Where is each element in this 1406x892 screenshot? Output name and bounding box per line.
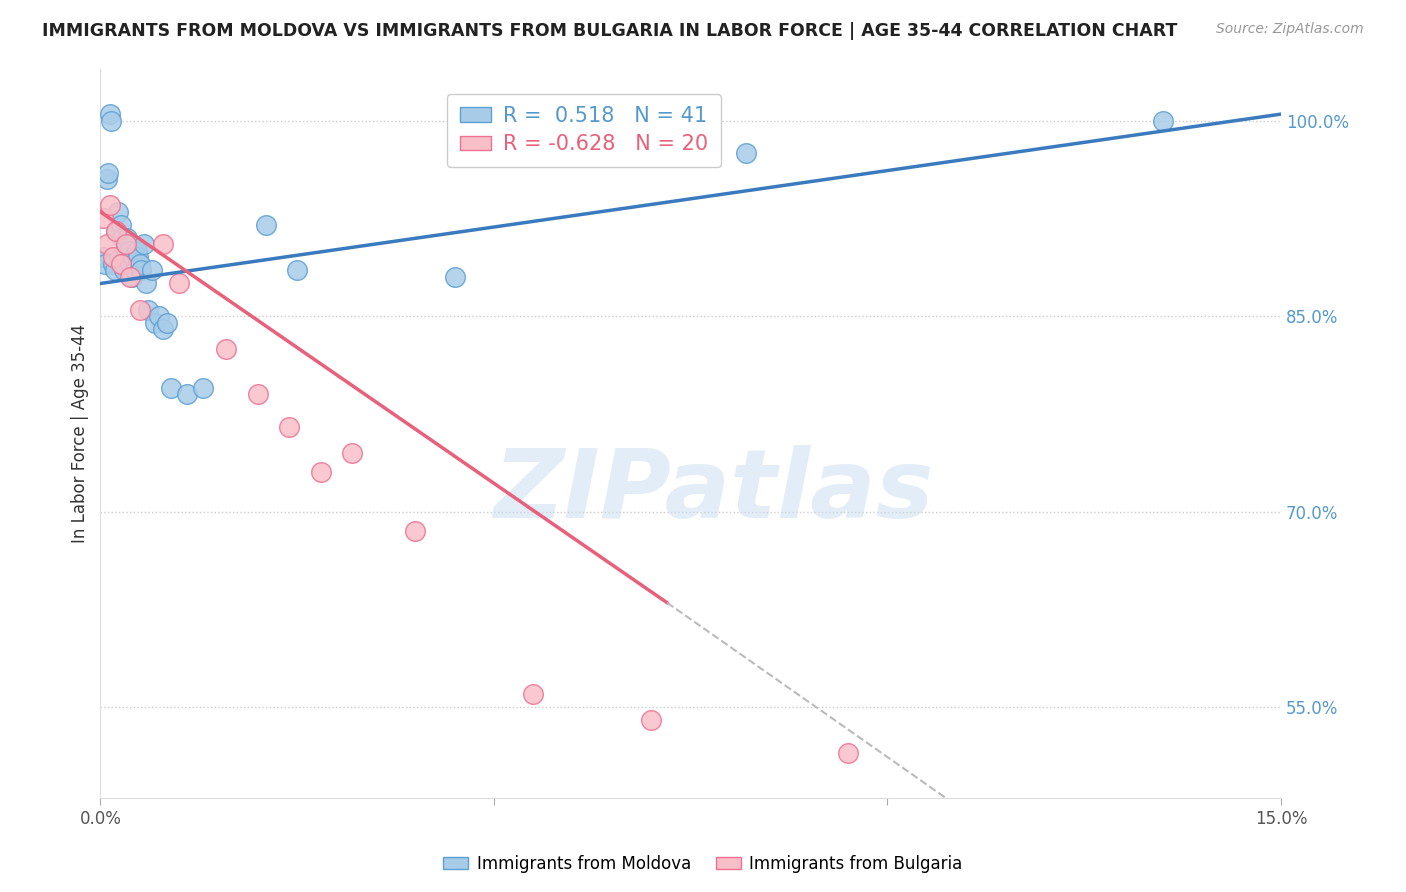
Point bbox=[112, 263, 135, 277]
Point bbox=[97, 166, 120, 180]
Point bbox=[121, 270, 143, 285]
Point bbox=[128, 257, 150, 271]
Point bbox=[94, 257, 117, 271]
Point bbox=[98, 107, 121, 121]
Point bbox=[91, 251, 114, 265]
Point bbox=[114, 237, 136, 252]
Point bbox=[837, 746, 859, 760]
Point bbox=[124, 263, 146, 277]
Point bbox=[404, 524, 426, 538]
Point bbox=[141, 263, 163, 277]
Point bbox=[115, 231, 138, 245]
Point bbox=[93, 211, 115, 226]
Point bbox=[148, 309, 170, 323]
Point bbox=[128, 302, 150, 317]
Text: IMMIGRANTS FROM MOLDOVA VS IMMIGRANTS FROM BULGARIA IN LABOR FORCE | AGE 35-44 C: IMMIGRANTS FROM MOLDOVA VS IMMIGRANTS FR… bbox=[42, 22, 1178, 40]
Point bbox=[191, 381, 214, 395]
Point bbox=[98, 198, 121, 212]
Point bbox=[125, 244, 148, 258]
Point bbox=[120, 257, 142, 271]
Point bbox=[152, 322, 174, 336]
Legend: R =  0.518   N = 41, R = -0.628   N = 20: R = 0.518 N = 41, R = -0.628 N = 20 bbox=[447, 94, 721, 167]
Point bbox=[640, 713, 662, 727]
Point bbox=[127, 251, 149, 265]
Point bbox=[122, 251, 145, 265]
Point bbox=[96, 172, 118, 186]
Point bbox=[114, 251, 136, 265]
Point bbox=[309, 466, 332, 480]
Point bbox=[135, 277, 157, 291]
Point bbox=[101, 251, 124, 265]
Point bbox=[136, 302, 159, 317]
Point bbox=[522, 687, 544, 701]
Text: ZIPatlas: ZIPatlas bbox=[494, 445, 935, 538]
Point bbox=[105, 224, 128, 238]
Point bbox=[160, 381, 183, 395]
Point bbox=[110, 218, 132, 232]
Point bbox=[132, 237, 155, 252]
Text: Source: ZipAtlas.com: Source: ZipAtlas.com bbox=[1216, 22, 1364, 37]
Y-axis label: In Labor Force | Age 35-44: In Labor Force | Age 35-44 bbox=[72, 324, 89, 543]
Point bbox=[96, 237, 118, 252]
Legend: Immigrants from Moldova, Immigrants from Bulgaria: Immigrants from Moldova, Immigrants from… bbox=[437, 848, 969, 880]
Point bbox=[120, 270, 142, 285]
Point bbox=[111, 231, 134, 245]
Point bbox=[110, 257, 132, 271]
Point bbox=[103, 263, 125, 277]
Point bbox=[246, 387, 269, 401]
Point bbox=[108, 251, 131, 265]
Point bbox=[118, 244, 141, 258]
Point bbox=[1152, 113, 1174, 128]
Point bbox=[167, 277, 190, 291]
Point bbox=[129, 263, 152, 277]
Point bbox=[215, 342, 238, 356]
Point bbox=[105, 224, 128, 238]
Point bbox=[176, 387, 198, 401]
Point bbox=[278, 419, 301, 434]
Point bbox=[254, 218, 277, 232]
Point bbox=[145, 316, 167, 330]
Point bbox=[152, 237, 174, 252]
Point bbox=[101, 257, 124, 271]
Point bbox=[734, 146, 756, 161]
Point bbox=[443, 270, 465, 285]
Point bbox=[342, 446, 364, 460]
Point bbox=[285, 263, 308, 277]
Point bbox=[156, 316, 179, 330]
Point bbox=[100, 113, 122, 128]
Point bbox=[107, 204, 129, 219]
